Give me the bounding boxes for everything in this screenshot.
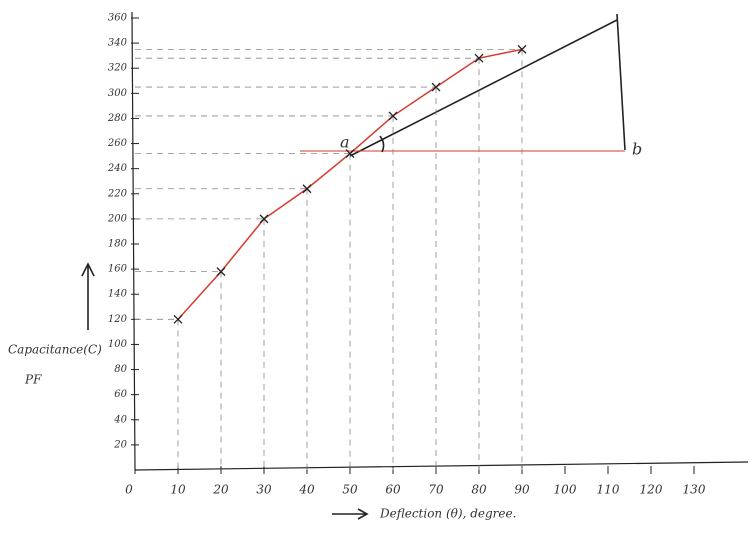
y-arrow-head [81,262,95,277]
data-point [517,44,527,54]
x-tick-label: 80 [471,483,487,497]
y-tick-label: 280 [107,113,128,124]
y-tick-label: 260 [107,138,128,149]
angle-arc [379,135,385,153]
y-tick-label: 300 [108,88,128,99]
x-tick-label: 30 [256,483,272,497]
data-point [431,82,441,92]
y-axis [131,11,136,471]
data-point [388,111,398,121]
y-tick-label: 20 [113,439,127,450]
data-point [173,314,183,324]
annotation: a [340,133,350,152]
y-tick-label: 240 [107,163,128,174]
data-point [345,149,355,159]
y-tick-label: 60 [114,389,127,400]
triangle-side [616,13,626,151]
y-tick-label: 140 [108,289,128,300]
y-tick-label: 120 [108,314,128,325]
x-tick-label: 120 [640,483,663,497]
x-tick-label: 130 [683,483,706,497]
y-tick-label: 160 [108,264,128,275]
y-axis-title: Capacitance(C) [8,343,102,357]
y-tick-label: 340 [108,38,128,49]
data-point [302,184,312,194]
tangent-line [349,19,618,157]
x-tick-label: 40 [298,483,315,497]
x-tick-label: 90 [514,483,530,497]
y-tick-label: 360 [108,13,128,24]
y-tick-label: 320 [108,63,128,74]
x-tick-label: 70 [428,483,444,497]
data-point [474,53,484,63]
x-tick-label: 10 [170,483,186,497]
x-tick-label: 60 [385,483,401,497]
x-tick-label: 0 [125,483,133,497]
y-axis-unit: PF [24,373,42,387]
x-axis-title: Deflection (θ), degree. [379,507,516,521]
annotation: b [632,140,642,159]
x-tick-label: 110 [597,483,620,497]
data-point [259,214,269,224]
x-arrow-head [357,508,369,520]
y-tick-label: 200 [107,213,128,224]
y-tick-label: 40 [113,414,127,425]
y-tick-label: 80 [114,364,127,375]
x-tick-label: 20 [212,483,229,497]
x-tick-label: 50 [342,483,358,497]
x-tick-label: 100 [554,483,577,497]
y-tick-label: 180 [108,239,128,250]
x-axis [134,461,749,471]
y-tick-label: 220 [107,188,128,199]
y-tick-label: 100 [108,339,128,350]
data-point [216,267,226,277]
